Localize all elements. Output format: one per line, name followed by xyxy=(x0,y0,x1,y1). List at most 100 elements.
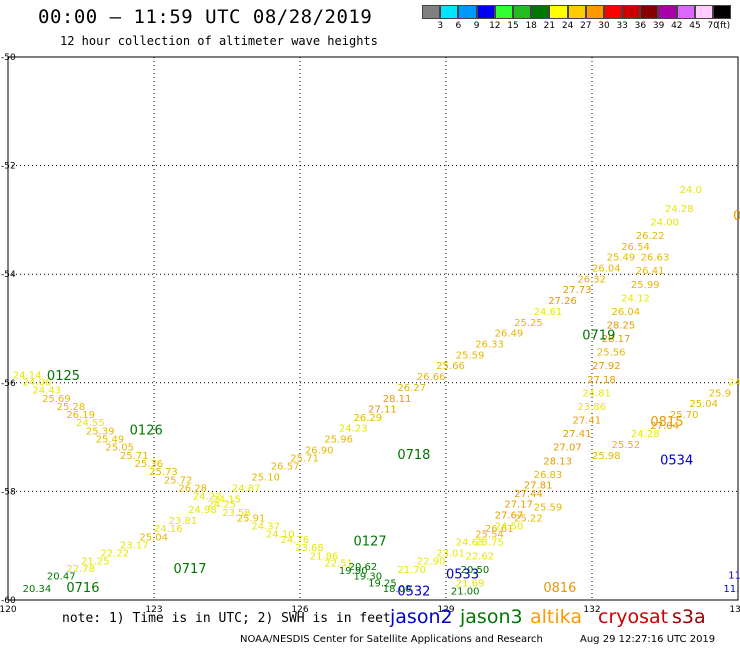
swh-value-label: 27.18 xyxy=(587,375,616,386)
swh-value-label: 24.55 xyxy=(76,418,105,429)
scale-label: 18 xyxy=(525,21,537,31)
swh-value-label: 19.25 xyxy=(368,578,397,589)
swh-value-label: 25.04 xyxy=(689,399,718,410)
scale-swatch xyxy=(622,5,641,19)
swh-value-label: 24.00 xyxy=(650,217,679,228)
swh-value-label: 11 xyxy=(728,570,740,581)
swh-value-label: 24.50 xyxy=(495,521,524,532)
pass-time-label: 0718 xyxy=(397,448,430,463)
swh-value-label: 21.70 xyxy=(397,565,426,576)
scale-label: 15 xyxy=(507,21,519,31)
swh-value-label: 25.49 xyxy=(96,435,125,446)
swh-value-label: 25.10 xyxy=(251,473,280,484)
swh-value-label: 23.17 xyxy=(120,540,149,551)
swh-value-label: 28.11 xyxy=(383,394,412,405)
swh-value-label: 26.90 xyxy=(305,445,334,456)
swh-value-label: 25.25 xyxy=(514,318,543,329)
swh-value-label: 24.0 xyxy=(728,378,740,389)
swh-value-label: 24.0 xyxy=(680,185,702,196)
scale-swatch xyxy=(422,5,441,19)
swh-value-label: 20.50 xyxy=(461,565,490,576)
swh-value-label: 26.04 xyxy=(611,307,640,318)
swh-value-label: 25.04 xyxy=(139,532,168,543)
swh-value-label: 26.66 xyxy=(417,372,446,383)
swh-value-label: 25.91 xyxy=(237,513,266,524)
swh-value-label: 25.59 xyxy=(534,502,563,513)
swh-value-label: 25.54 xyxy=(475,530,504,541)
swh-value-label: 25.71 xyxy=(290,454,319,465)
scale-swatch xyxy=(476,5,495,19)
swh-value-label: 24.12 xyxy=(621,293,650,304)
swh-value-label: 22.78 xyxy=(66,564,95,575)
swh-value-label: 27.44 xyxy=(514,489,543,500)
swh-value-label: 26.32 xyxy=(577,274,606,285)
scale-swatch xyxy=(676,5,695,19)
swh-value-label: 26.33 xyxy=(475,340,504,351)
swh-value-label: 27.81 xyxy=(524,481,553,492)
swh-value-label: 26.27 xyxy=(397,383,426,394)
color-scale-labels: 3 6 9 12 15 18 21 24 27 30 33 36 39 42 45 70 (ft) xyxy=(422,21,732,35)
swh-value-label: 24.43 xyxy=(32,386,61,397)
swh-value-label: 21.25 xyxy=(81,557,110,568)
scale-swatch xyxy=(640,5,659,19)
scale-label: 24 xyxy=(561,21,574,31)
swh-value-label: 28.17 xyxy=(602,334,631,345)
scale-swatch xyxy=(512,5,532,19)
swh-value-label: 24.98 xyxy=(188,505,217,516)
pass-time-label: 0126 xyxy=(130,423,163,438)
swh-value-label: 25.73 xyxy=(149,467,178,478)
swh-value-label: 27.04 xyxy=(650,421,679,432)
pass-time-label: 0716 xyxy=(66,581,99,596)
swh-value-label: 23.86 xyxy=(577,402,606,413)
swh-value-label: 27.11 xyxy=(368,405,397,416)
swh-value-label: 24.16 xyxy=(154,524,183,535)
swh-value-label: 20.62 xyxy=(349,562,378,573)
swh-value-label: 21.69 xyxy=(456,578,485,589)
swh-value-label: 24.63 xyxy=(456,538,485,549)
swh-value-label: 25.05 xyxy=(105,443,134,454)
pass-time-label: 0 xyxy=(733,209,740,224)
swh-value-label: 26.41 xyxy=(636,266,665,277)
swh-value-label: 25.28 xyxy=(57,402,86,413)
swh-value-label: 26.04 xyxy=(592,263,621,274)
swh-value-label: 27.92 xyxy=(592,361,621,372)
pass-time-label: 0816 xyxy=(543,581,576,596)
swh-value-label: 25.96 xyxy=(324,435,353,446)
legend-entry-jason2: jason2 xyxy=(390,606,453,628)
scale-label: 70 xyxy=(707,21,719,31)
scale-swatch xyxy=(440,5,459,19)
swh-value-label: 21.00 xyxy=(451,587,480,598)
lon-tick-label: 120 xyxy=(0,605,17,615)
scale-swatch xyxy=(458,5,477,19)
swh-value-label: 25.71 xyxy=(120,451,149,462)
swh-value-label: 25.52 xyxy=(611,440,640,451)
swh-value-label: 20.47 xyxy=(47,571,76,582)
pass-time-label: 0719 xyxy=(582,328,615,343)
swh-value-label: 27.07 xyxy=(553,443,582,454)
pass-time-label: 0127 xyxy=(354,535,387,550)
swh-value-label: 24.23 xyxy=(339,424,368,435)
swh-value-label: 19.90 xyxy=(339,566,368,577)
swh-value-label: 24.14 xyxy=(13,370,42,381)
swh-value-label: 25.98 xyxy=(592,451,621,462)
scale-label: 30 xyxy=(598,21,610,31)
lat-tick-label: -56 xyxy=(1,379,16,389)
legend-entry-cryosat: cryosat xyxy=(598,606,669,628)
lat-tick-label: -58 xyxy=(1,487,16,497)
swh-value-label: 26.49 xyxy=(495,329,524,340)
swh-value-label: 26.83 xyxy=(534,470,563,481)
pass-time-label: 0533 xyxy=(446,567,479,582)
swh-value-label: 22.62 xyxy=(465,551,494,562)
swh-value-label: 24.28 xyxy=(631,429,660,440)
lon-tick-label: 123 xyxy=(145,605,162,615)
credit-line: NOAA/NESDIS Center for Satellite Applica… xyxy=(240,634,543,645)
swh-value-label: 25.59 xyxy=(456,350,485,361)
swh-value-label: 23.75 xyxy=(475,538,504,549)
swh-value-label: 26.29 xyxy=(354,413,383,424)
lat-tick-label: -54 xyxy=(1,270,16,280)
scale-swatch xyxy=(494,5,513,19)
swh-value-label: 26.22 xyxy=(636,231,665,242)
legend-entry-s3a: s3a xyxy=(672,606,706,628)
lat-tick-label: -50 xyxy=(1,53,16,63)
scale-swatch xyxy=(531,5,550,19)
